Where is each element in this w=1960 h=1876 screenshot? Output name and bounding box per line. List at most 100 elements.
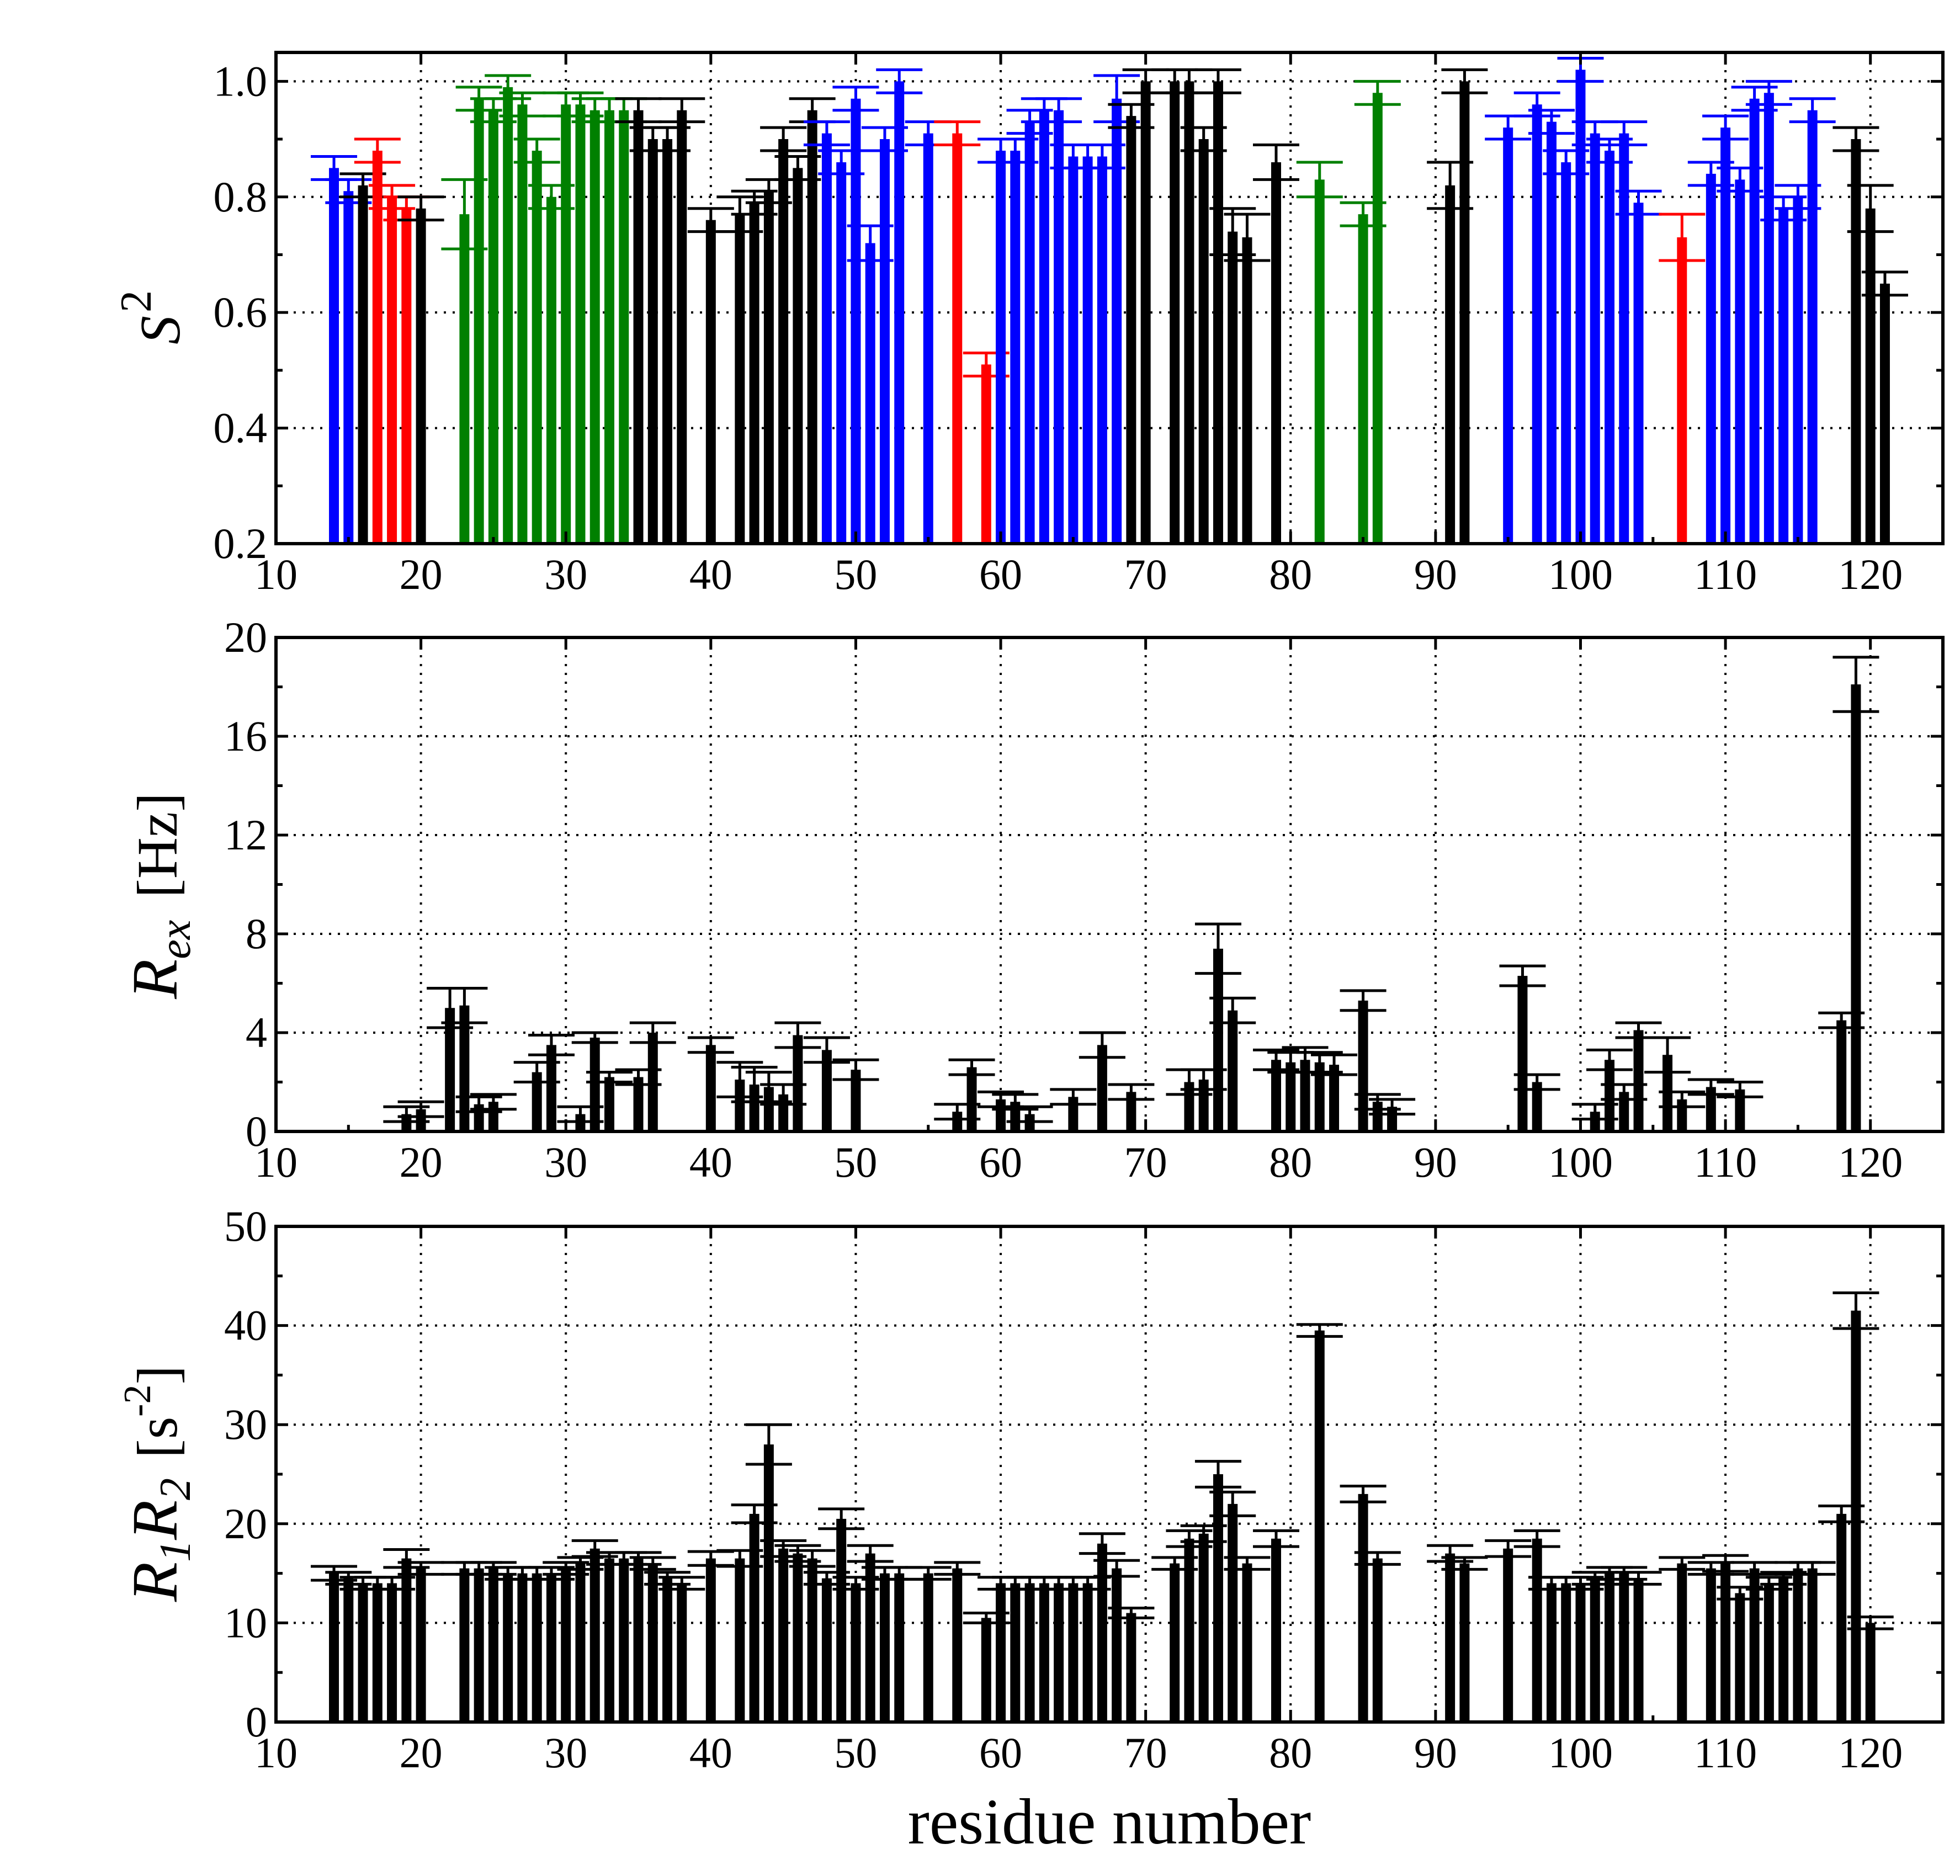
s2-y-tick-label: 0.8 — [214, 173, 268, 221]
r1r2-x-tick-label: 30 — [544, 1729, 587, 1777]
s2-error-bar — [499, 91, 546, 118]
rex-y-axis-label: Rex [Hz] — [119, 793, 200, 1000]
rex-error-bar — [441, 986, 488, 1024]
s2-y-axis-label-main: S — [129, 316, 192, 344]
s2-error-bar — [876, 68, 923, 94]
rex-error-bar — [1369, 1098, 1416, 1116]
r1r2-y-axis-label-unit-open: [s — [126, 1417, 189, 1458]
r1r2-error-bar — [1441, 1556, 1488, 1571]
rex-error-bar — [1513, 1073, 1560, 1091]
s2-error-bar — [1513, 91, 1560, 118]
s2-error-bar — [397, 195, 444, 222]
r1r2-x-tick-label: 70 — [1124, 1729, 1167, 1777]
s2-x-tick-label: 100 — [1548, 550, 1613, 598]
s2-x-tick-label: 110 — [1694, 550, 1757, 598]
r1r2-error-bar — [1194, 1460, 1241, 1489]
rex-panel: 0 4 8 12 16 20 10 20 30 40 50 60 70 80 90 100 110 120 Re… — [119, 613, 1945, 1186]
s2-axes-frame — [274, 51, 1945, 545]
r1r2-error-bar — [1427, 1544, 1474, 1563]
r1r2-error-bar — [1731, 1561, 1778, 1576]
s2-y-tick-label: 0.4 — [214, 404, 268, 452]
s2-x-tick-label: 40 — [689, 550, 732, 598]
r1r2-y-tick-label: 50 — [224, 1202, 267, 1250]
r1r2-y-axis-label: R1R2[s-2] — [116, 1365, 200, 1602]
rex-x-tick-label: 50 — [834, 1138, 877, 1186]
rex-error-bar — [571, 1031, 618, 1044]
r1r2-error-bar — [1209, 1490, 1256, 1517]
rex-x-tick-label: 40 — [689, 1138, 732, 1186]
s2-x-tick-label: 70 — [1124, 550, 1167, 598]
s2-y-axis-label-sup: 2 — [112, 290, 161, 312]
rex-error-bar — [397, 1100, 444, 1118]
r1r2-error-bar — [1847, 1615, 1894, 1630]
rex-y-tick-label: 20 — [224, 613, 267, 661]
rex-y-tick-label: 0 — [246, 1107, 267, 1155]
r1r2-error-bar — [1253, 1529, 1299, 1548]
r1r2-error-bar — [818, 1507, 865, 1530]
rex-x-tick-label: 70 — [1124, 1138, 1167, 1186]
rex-x-tick-label: 10 — [254, 1138, 298, 1186]
s2-error-bar — [687, 207, 734, 233]
rex-error-bar — [1209, 996, 1256, 1024]
r1r2-error-bar — [687, 1550, 734, 1567]
rex-error-bar — [1050, 1088, 1097, 1106]
s2-error-bar — [760, 126, 807, 152]
r1r2-error-bar — [383, 1548, 430, 1569]
s2-x-tick-label: 50 — [834, 550, 877, 598]
s2-error-bar — [1253, 144, 1299, 181]
r1r2-y-tick-label: 10 — [224, 1598, 267, 1646]
r1r2-x-tick-labels: 10 20 30 40 50 60 70 80 90 100 110 120 — [254, 1729, 1903, 1777]
r1r2-error-bar — [629, 1556, 676, 1571]
r1r2-y-axis-label-unit-close: ] — [126, 1365, 189, 1385]
r1r2-error-bar — [1296, 1323, 1343, 1338]
r1r2-error-bar — [745, 1423, 792, 1466]
rex-y-tick-label: 8 — [246, 910, 267, 958]
s2-y-tick-labels: 0.2 0.4 0.6 0.8 1.0 — [214, 57, 268, 567]
r1r2-error-bar — [789, 1549, 836, 1568]
s2-error-bar — [1789, 97, 1836, 124]
r1r2-x-tick-label: 40 — [689, 1729, 732, 1777]
r1r2-error-bar — [1513, 1529, 1560, 1548]
r1r2-error-bar — [1615, 1571, 1662, 1586]
s2-error-bar — [1659, 212, 1706, 262]
s2-x-tick-label: 30 — [544, 550, 587, 598]
r1r2-x-tick-label: 10 — [254, 1729, 298, 1777]
rex-error-bar — [1079, 1031, 1125, 1059]
r1r2-plot-area — [274, 1225, 1945, 1724]
r1r2-error-bar — [658, 1576, 705, 1591]
rex-y-tick-label: 12 — [224, 811, 267, 859]
rex-error-bar — [1340, 989, 1387, 1012]
rex-error-bar — [1194, 922, 1241, 975]
r1r2-error-bar — [1832, 1291, 1879, 1330]
rex-plot-area — [274, 636, 1945, 1133]
s2-x-tick-label: 90 — [1414, 550, 1457, 598]
s2-error-bar — [832, 86, 879, 112]
s2-y-tick-label: 0.2 — [214, 519, 268, 567]
s2-error-bar — [1354, 79, 1401, 106]
rex-x-tick-label: 100 — [1548, 1138, 1613, 1186]
r1r2-error-bar — [1108, 1606, 1155, 1619]
r1r2-y-axis-label-sub2: 2 — [151, 1478, 200, 1500]
r1r2-x-tick-label: 120 — [1838, 1729, 1903, 1777]
s2-error-bar — [1194, 68, 1241, 94]
s2-x-tick-labels: 10 20 30 40 50 60 70 80 90 100 110 120 — [254, 550, 1903, 598]
r1r2-error-bar — [1485, 1539, 1532, 1558]
s2-y-tick-label: 1.0 — [214, 57, 268, 105]
rex-y-tick-label: 16 — [224, 712, 267, 760]
r1r2-error-bar — [1702, 1554, 1749, 1573]
s2-error-bar — [1615, 189, 1662, 216]
rex-y-axis-label-sub: ex — [151, 920, 200, 959]
r1r2-error-bar — [571, 1539, 618, 1558]
s2-error-bar — [1861, 270, 1908, 297]
s2-y-axis-label: S2 — [112, 290, 192, 344]
rex-error-bar — [1311, 1053, 1358, 1076]
rex-x-tick-label: 90 — [1414, 1138, 1457, 1186]
rex-x-tick-label: 20 — [400, 1138, 443, 1186]
rex-error-bar — [1659, 1090, 1706, 1108]
rex-error-bar — [1717, 1081, 1764, 1098]
r1r2-y-tick-label: 30 — [224, 1400, 267, 1448]
r1r2-error-bar — [905, 1566, 952, 1581]
rex-x-tick-labels: 10 20 30 40 50 60 70 80 90 100 110 120 — [254, 1138, 1903, 1186]
r1r2-y-axis-label-sub1: 1 — [151, 1540, 200, 1562]
s2-error-bar — [803, 120, 850, 147]
